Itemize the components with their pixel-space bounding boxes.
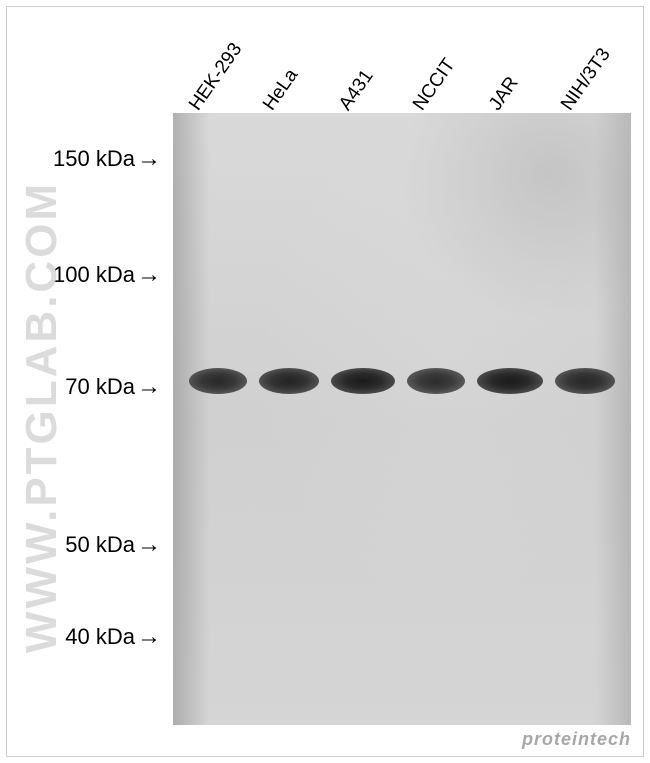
marker-label: 150 kDa→ <box>53 145 161 173</box>
marker-text: 70 kDa <box>65 374 135 400</box>
marker-text: 50 kDa <box>65 532 135 558</box>
arrow-right-icon: → <box>137 531 161 559</box>
arrow-right-icon: → <box>137 623 161 651</box>
protein-band <box>189 368 247 394</box>
arrow-right-icon: → <box>137 145 161 173</box>
lane-label: NCCIT <box>409 55 460 115</box>
band-row <box>173 368 631 394</box>
lane-label: A431 <box>335 66 378 115</box>
arrow-right-icon: → <box>137 261 161 289</box>
lane-labels-region: HEK-293 HeLa A431 NCCIT JAR NIH/3T3 <box>185 15 625 115</box>
marker-label: 70 kDa→ <box>65 373 161 401</box>
marker-text: 100 kDa <box>53 262 135 288</box>
protein-band <box>555 368 615 394</box>
marker-label: 40 kDa→ <box>65 623 161 651</box>
lane-label: JAR <box>485 73 524 115</box>
lane-label: HeLa <box>259 65 303 115</box>
figure-container: HEK-293HeLaA431NCCITJARNIH/3T3 150 kDa→1… <box>0 0 650 763</box>
marker-label: 50 kDa→ <box>65 531 161 559</box>
marker-text: 150 kDa <box>53 146 135 172</box>
marker-text: 40 kDa <box>65 624 135 650</box>
blot-shading <box>173 113 631 725</box>
marker-labels-region: 150 kDa→100 kDa→70 kDa→50 kDa→40 kDa→ <box>7 113 173 725</box>
figure-border: HEK-293HeLaA431NCCITJARNIH/3T3 150 kDa→1… <box>6 6 644 757</box>
blot-membrane <box>173 113 631 725</box>
arrow-right-icon: → <box>137 373 161 401</box>
corner-watermark: proteintech <box>522 729 631 750</box>
marker-label: 100 kDa→ <box>53 261 161 289</box>
protein-band <box>407 368 465 394</box>
lane-label: HEK-293 <box>185 39 247 115</box>
protein-band <box>477 368 543 394</box>
protein-band <box>331 368 395 394</box>
lane-label: NIH/3T3 <box>557 44 616 115</box>
protein-band <box>259 368 319 394</box>
